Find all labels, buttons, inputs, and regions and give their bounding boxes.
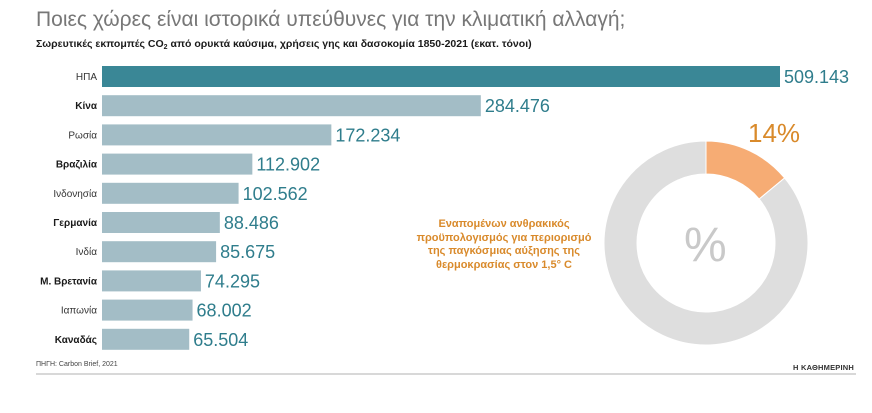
subtitle-subscript: 2 <box>163 44 168 51</box>
footer-divider <box>36 373 856 375</box>
bar-4 <box>102 182 239 204</box>
category-label-0: ΗΠΑ <box>76 72 97 83</box>
value-label-2: 172.234 <box>335 125 400 145</box>
bar-9 <box>102 328 190 350</box>
chart-title: Ποιες χώρες είναι ιστορικά υπεύθυνες για… <box>36 8 626 31</box>
value-label-0: 509.143 <box>784 67 849 87</box>
category-label-4: Ινδονησία <box>53 188 97 200</box>
bar-5 <box>102 212 220 233</box>
bar-7 <box>102 270 201 292</box>
donut-slice-rest <box>603 140 809 346</box>
value-label-8: 68.002 <box>197 301 252 321</box>
value-label-9: 65.504 <box>193 330 248 350</box>
carbon-budget-annotation: Εναπομένων ανθρακικός προϋπολογισμός για… <box>416 218 592 271</box>
category-label-7: Μ. Βρετανία <box>40 276 98 287</box>
bar-6 <box>102 241 217 263</box>
category-label-2: Ρωσία <box>68 129 97 141</box>
category-label-8: Ιαπωνία <box>61 305 97 317</box>
bar-2 <box>102 124 332 146</box>
subtitle-text-start: Σωρευτικές εκπομπές CO <box>36 38 164 50</box>
category-label-3: Βραζιλία <box>56 160 98 171</box>
category-label-6: Ινδία <box>76 246 98 258</box>
subtitle-text-end: από ορυκτά καύσιμα, χρήσεις γης και δασο… <box>167 38 532 50</box>
donut-value-label: 14% <box>748 118 801 148</box>
category-label-5: Γερμανία <box>53 218 98 229</box>
donut-chart <box>603 140 809 346</box>
value-label-5: 88.486 <box>224 213 279 233</box>
source-note: ΠΗΓΗ: Carbon Brief, 2021 <box>36 361 118 368</box>
bar-3 <box>102 153 253 175</box>
category-label-9: Καναδάς <box>55 335 97 346</box>
publisher-logo: Η ΚΑΘΗΜΕΡΙΝΗ <box>793 363 854 372</box>
chart-subtitle: Σωρευτικές εκπομπές CO2 από ορυκτά καύσι… <box>36 38 532 51</box>
value-label-1: 284.476 <box>485 96 550 116</box>
percent-symbol: % <box>684 219 727 272</box>
value-label-4: 102.562 <box>243 184 308 204</box>
category-label-1: Κίνα <box>75 101 98 112</box>
value-label-3: 112.902 <box>256 155 320 175</box>
bar-chart: ΗΠΑ 509.143 Κίνα 284.476 Ρωσία 172.234 Βραζιλί… <box>40 66 849 350</box>
bar-8 <box>102 299 193 321</box>
bar-0 <box>102 66 780 87</box>
value-label-6: 85.675 <box>220 242 275 262</box>
bar-1 <box>102 95 481 117</box>
value-label-7: 74.295 <box>205 271 260 291</box>
